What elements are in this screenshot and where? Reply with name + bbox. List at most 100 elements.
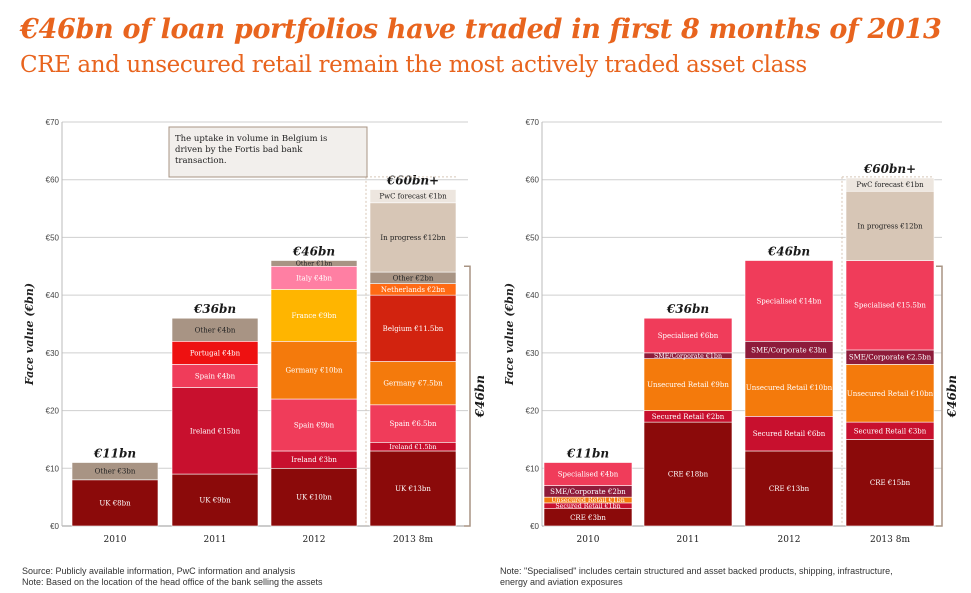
y-tick-label: €0	[530, 522, 539, 531]
bar-segment	[369, 189, 457, 204]
specialised-note-line2: energy and aviation exposures	[500, 577, 623, 587]
bar-total-label: €46bn	[767, 245, 810, 259]
page-subtitle: CRE and unsecured retail remain the most…	[20, 52, 807, 78]
segment-label: Secured Retail €3bn	[854, 427, 927, 435]
x-tick-label: 2011	[204, 535, 227, 545]
segment-label: SME/Corporate €2bn	[550, 488, 626, 496]
specialised-note-line1: Note: "Specialised" includes certain str…	[500, 566, 893, 576]
segment-label: UK €13bn	[395, 485, 431, 493]
y-tick-label: €20	[46, 407, 60, 416]
segment-label: UK €9bn	[199, 497, 231, 505]
bar-segment	[744, 450, 834, 527]
segment-label: Secured Retail €6bn	[753, 430, 826, 438]
segment-label: Spain €4bn	[195, 372, 236, 380]
segment-label: In progress €12bn	[380, 234, 446, 242]
segment-label: SME/Corporate €3bn	[751, 346, 827, 354]
segment-label: Other €1bn	[296, 261, 333, 268]
segment-label: SME/Corporate €2.5bn	[849, 354, 932, 362]
segment-label: Germany €10bn	[286, 367, 343, 375]
bar-segment	[369, 450, 457, 527]
segment-label: Unsecured Retail €10bn	[746, 384, 833, 392]
segment-label: Other €3bn	[95, 468, 136, 476]
segment-label: Belgium €11.5bn	[383, 325, 444, 333]
segment-label: CRE €13bn	[769, 485, 810, 493]
segment-label: PwC forecast €1bn	[856, 181, 924, 189]
y-tick-label: €60	[46, 176, 60, 185]
y-axis-label: Face value (€bn)	[503, 283, 516, 386]
segment-label: Spain €6.5bn	[390, 420, 437, 428]
bar-segment	[369, 202, 457, 273]
y-tick-label: €10	[526, 464, 540, 473]
bar-segment	[369, 294, 457, 362]
y-tick-label: €50	[46, 233, 60, 242]
bracket	[464, 265, 471, 527]
y-tick-label: €60	[526, 176, 540, 185]
x-tick-label: 2010	[577, 535, 600, 545]
segment-label: Ireland €15bn	[190, 427, 241, 435]
bar-segment	[845, 177, 935, 192]
bar-segment	[845, 190, 935, 261]
bracket-label: €46bn	[945, 375, 959, 418]
location-note: Note: Based on the location of the head …	[22, 577, 323, 587]
y-tick-label: €0	[50, 522, 59, 531]
bracket	[936, 265, 943, 527]
segment-label: Spain €9bn	[294, 422, 335, 430]
bar-segment	[744, 416, 834, 452]
bar-segment	[744, 260, 834, 342]
bar-total-label: €11bn	[93, 447, 136, 461]
bar-segment	[643, 421, 733, 527]
bar-segment	[845, 439, 935, 527]
segment-label: PwC forecast €1bn	[379, 193, 447, 201]
x-tick-label: 2013 8m	[393, 535, 433, 545]
segment-label: Unsecured Retail €1bn	[551, 497, 625, 504]
segment-label: Germany €7.5bn	[383, 380, 443, 388]
bracket-label: €46bn	[473, 375, 487, 418]
bar-segment	[270, 341, 358, 400]
bar-total-label: €46bn	[292, 245, 335, 259]
bar-total-label: €11bn	[566, 447, 609, 461]
bar-segment	[543, 462, 633, 486]
y-tick-label: €30	[46, 349, 60, 358]
x-tick-label: 2012	[778, 535, 801, 545]
bar-segment	[270, 289, 358, 342]
source-note: Source: Publicly available information, …	[22, 566, 296, 576]
y-tick-label: €50	[526, 233, 540, 242]
x-tick-label: 2012	[303, 535, 326, 545]
bar-segment	[270, 398, 358, 452]
segment-label: UK €8bn	[99, 499, 131, 507]
segment-label: Specialised €6bn	[658, 332, 719, 340]
x-tick-label: 2011	[677, 535, 700, 545]
bar-segment	[845, 364, 935, 423]
annotation-line: The uptake in volume in Belgium is	[175, 134, 327, 144]
y-tick-label: €70	[46, 118, 60, 127]
segment-label: Specialised €15.5bn	[854, 302, 926, 310]
segment-label: Portugal €4bn	[190, 349, 241, 357]
bar-segment	[270, 260, 358, 267]
segment-label: Unsecured Retail €10bn	[847, 390, 934, 398]
segment-label: Other €2bn	[393, 274, 434, 282]
segment-label: Specialised €4bn	[558, 471, 619, 479]
bar-segment	[270, 467, 358, 527]
bar-segment	[369, 404, 457, 443]
segment-label: Unsecured Retail €9bn	[647, 381, 729, 389]
segment-label: Specialised €14bn	[756, 297, 822, 305]
y-tick-label: €70	[526, 118, 540, 127]
annotation-text: The uptake in volume in Belgium is driven…	[175, 134, 327, 166]
page-title: €46bn of loan portfolios have traded in …	[20, 14, 942, 45]
bar-total-label: €36bn	[666, 302, 709, 316]
bar-segment	[369, 361, 457, 406]
x-tick-label: 2010	[104, 535, 127, 545]
segment-label: CRE €15bn	[870, 479, 911, 487]
y-tick-label: €30	[526, 349, 540, 358]
bar-total-label: €36bn	[193, 302, 236, 316]
bar-total-label: €60bn+	[863, 162, 916, 176]
segment-label: CRE €3bn	[570, 514, 606, 522]
segment-label: Netherlands €2bn	[381, 286, 446, 294]
bar-segment	[744, 358, 834, 417]
bar-segment	[643, 358, 733, 411]
bar-segment	[71, 479, 159, 527]
segment-label: Secured Retail €2bn	[652, 413, 725, 421]
x-tick-label: 2013 8m	[870, 535, 910, 545]
